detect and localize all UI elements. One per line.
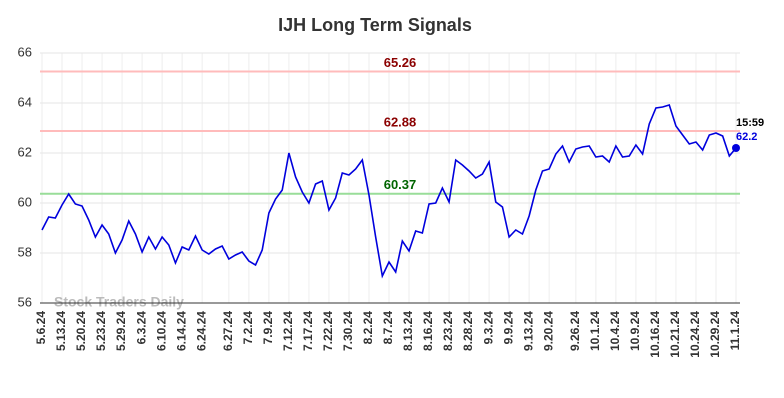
x-tick-label: 7.30.24 [341, 311, 355, 351]
last-value: 62.2 [736, 131, 757, 143]
y-tick-label: 60 [18, 194, 32, 209]
watermark: Stock Traders Daily [54, 294, 184, 310]
x-tick-label: 10.29.24 [708, 311, 722, 358]
y-tick-label: 66 [18, 44, 32, 59]
signal-label: 60.37 [384, 177, 417, 192]
x-tick-label: 9.9.24 [501, 311, 515, 345]
chart-title: IJH Long Term Signals [278, 15, 472, 35]
x-tick-label: 10.1.24 [588, 311, 602, 351]
x-tick-label: 8.23.24 [441, 311, 455, 351]
x-tick-label: 5.23.24 [94, 311, 108, 351]
x-tick-label: 6.24.24 [194, 311, 208, 351]
x-tick-label: 10.4.24 [608, 311, 622, 351]
x-tick-label: 5.29.24 [114, 311, 128, 351]
x-tick-label: 9.26.24 [568, 311, 582, 351]
price-line [41, 104, 737, 279]
y-tick-label: 62 [18, 144, 32, 159]
x-tick-label: 6.27.24 [221, 311, 235, 351]
signal-label: 62.88 [384, 114, 417, 129]
x-tick-label: 7.22.24 [321, 311, 335, 351]
x-tick-label: 8.2.24 [361, 311, 375, 345]
x-tick-label: 10.9.24 [628, 311, 642, 351]
x-tick-label: 8.16.24 [421, 311, 435, 351]
x-tick-label: 10.24.24 [688, 311, 702, 358]
x-tick-label: 10.16.24 [648, 311, 662, 358]
x-tick-label: 6.3.24 [134, 311, 148, 345]
x-tick-label: 8.7.24 [381, 311, 395, 345]
last-time: 15:59 [736, 117, 764, 129]
x-tick-label: 7.17.24 [301, 311, 315, 351]
x-tick-label: 6.10.24 [154, 311, 168, 351]
x-tick-label: 11.1.24 [728, 311, 742, 351]
x-tick-label: 9.20.24 [541, 311, 555, 351]
x-tick-label: 7.12.24 [281, 311, 295, 351]
x-tick-label: 8.13.24 [401, 311, 415, 351]
x-tick-label: 5.13.24 [54, 311, 68, 351]
y-tick-label: 64 [18, 94, 32, 109]
y-tick-label: 58 [18, 244, 32, 259]
x-tick-label: 9.13.24 [521, 311, 535, 351]
signal-label: 65.26 [384, 55, 417, 70]
x-tick-label: 8.28.24 [461, 311, 475, 351]
last-point [732, 144, 740, 152]
x-tick-label: 10.21.24 [668, 311, 682, 358]
x-tick-label: 7.9.24 [261, 311, 275, 345]
x-tick-label: 5.6.24 [34, 311, 48, 345]
x-tick-label: 9.3.24 [481, 311, 495, 345]
x-tick-label: 6.14.24 [174, 311, 188, 351]
y-tick-label: 56 [18, 294, 32, 309]
x-tick-label: 7.2.24 [241, 311, 255, 345]
x-tick-label: 5.20.24 [74, 311, 88, 351]
